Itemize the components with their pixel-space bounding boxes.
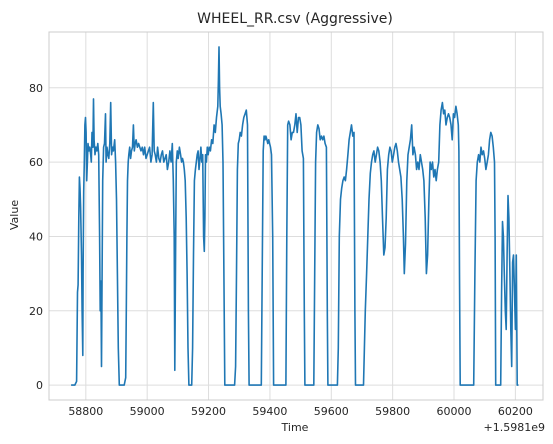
series-group [71, 46, 519, 386]
y-axis-ticks: 0 20 40 60 80 [29, 82, 43, 392]
y-tick-label: 20 [29, 305, 43, 318]
x-tick-label: 58800 [68, 405, 103, 418]
x-tick-label: 59400 [252, 405, 287, 418]
y-tick-label: 60 [29, 156, 43, 169]
x-tick-label: 59000 [130, 405, 165, 418]
x-tick-label: 60200 [498, 405, 533, 418]
x-axis-label: Time [281, 421, 309, 434]
series-line-wheel-rr [71, 46, 519, 386]
y-tick-label: 0 [36, 379, 43, 392]
plot-frame [48, 31, 544, 401]
chart-title: WHEEL_RR.csv (Aggressive) [197, 11, 393, 27]
x-axis-offset-label: +1.5981e9 [484, 421, 545, 434]
grid [49, 32, 543, 400]
y-axis-label: Value [8, 200, 21, 230]
x-tick-label: 60000 [437, 405, 472, 418]
x-tick-label: 59200 [191, 405, 226, 418]
y-tick-label: 80 [29, 82, 43, 95]
x-axis-ticks: 58800 59000 59200 59400 59600 59800 60000 60200 [68, 405, 533, 418]
y-tick-label: 40 [29, 230, 43, 243]
x-tick-label: 59600 [314, 405, 349, 418]
x-tick-label: 59800 [375, 405, 410, 418]
